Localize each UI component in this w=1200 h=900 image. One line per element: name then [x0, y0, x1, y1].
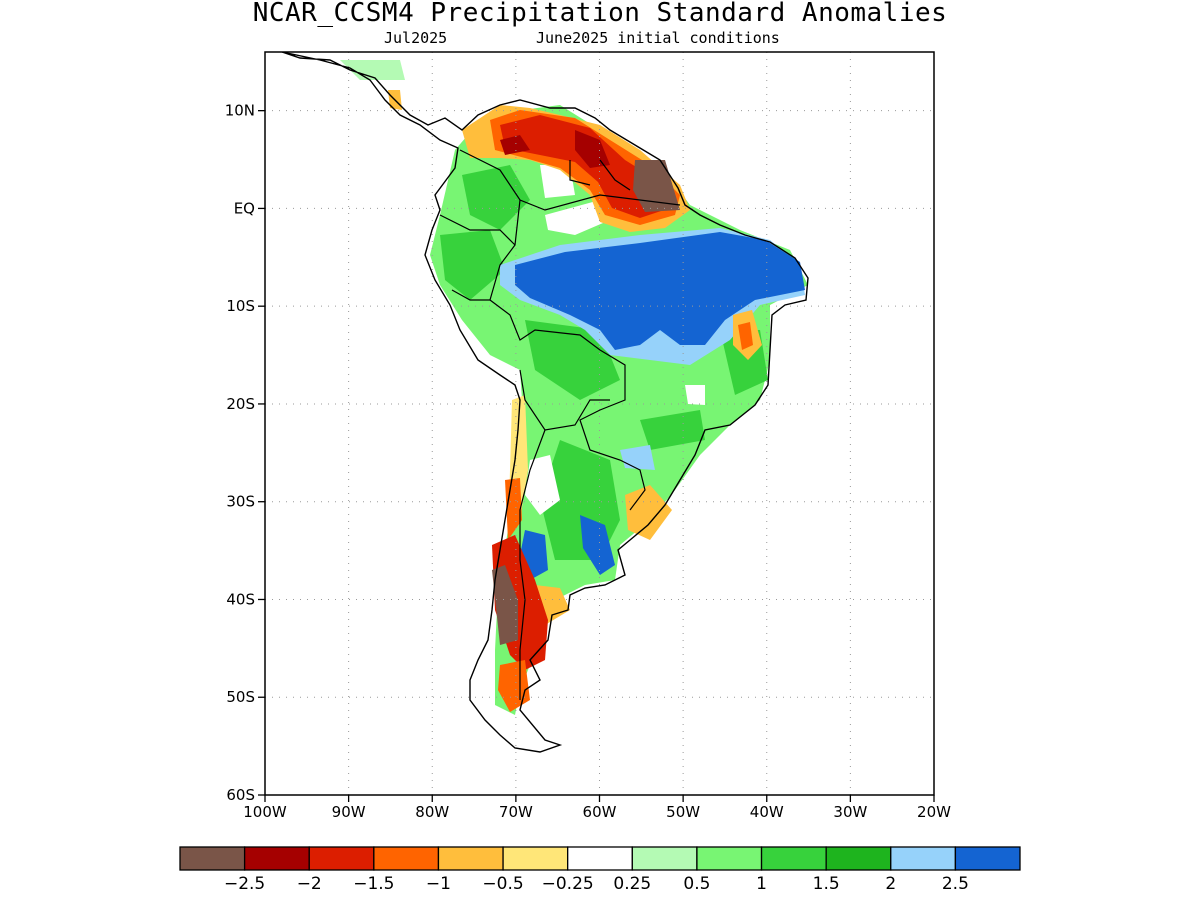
lon-tick-label: 100W [243, 803, 287, 821]
lon-tick-label: 40W [750, 803, 784, 821]
colorbar-label: 0.25 [613, 874, 651, 894]
lat-tick-label: 40S [226, 590, 255, 608]
anomaly-region-2.5 [515, 232, 805, 350]
colorbar-swatch [179, 846, 246, 871]
colorbar-label: −0.5 [482, 874, 523, 894]
lon-tick-label: 60W [583, 803, 617, 821]
colorbar-swatch [760, 846, 827, 871]
colorbar-label: −1 [426, 874, 451, 894]
colorbar-label: −0.25 [542, 874, 594, 894]
map-title: NCAR_CCSM4 Precipitation Standard Anomal… [252, 0, 948, 28]
lon-tick-label: 50W [666, 803, 700, 821]
colorbar-label: 1 [756, 874, 767, 894]
coastline [281, 52, 809, 753]
anomaly-region-1.5 [440, 230, 505, 300]
colorbar-swatch [373, 846, 440, 871]
lon-tick-label: 20W [917, 803, 951, 821]
colorbar-label: 2 [885, 874, 896, 894]
initial-conditions-subtitle: June2025 initial conditions [536, 29, 780, 47]
colorbar-label: 2.5 [942, 874, 969, 894]
colorbar-swatch [631, 846, 698, 871]
anomaly-region--2 [575, 130, 610, 168]
anomaly-region--1.5 [500, 115, 670, 218]
colorbar-swatch [696, 846, 763, 871]
colorbar-swatch [437, 846, 504, 871]
lat-tick-label: 50S [226, 688, 255, 706]
lat-lon-grid [265, 52, 934, 795]
anomaly-region-neutral [525, 455, 560, 515]
anomaly-region-1.5 [640, 410, 705, 450]
colorbar-label: −2.5 [224, 874, 265, 894]
lon-tick-label: 30W [833, 803, 867, 821]
lon-tick-label: 80W [415, 803, 449, 821]
anomaly-region-1.5 [462, 165, 530, 230]
country-borders [439, 149, 681, 700]
lat-tick-label: 60S [226, 786, 255, 804]
lon-tick-label: 70W [499, 803, 533, 821]
colorbar-swatch [502, 846, 569, 871]
colorbar: −2.5 −2 −1.5 −1 −0.5 −0.25 0.25 0.5 1 1.5 2 2.5 [179, 846, 1021, 894]
anomaly-region--2 [500, 135, 530, 155]
lat-tick-label: 10S [226, 297, 255, 315]
colorbar-swatch [825, 846, 892, 871]
anomaly-region--1 [738, 322, 753, 350]
colorbar-swatch [890, 846, 957, 871]
colorbar-label: 1.5 [813, 874, 840, 894]
colorbar-swatch [243, 846, 310, 871]
colorbar-label: −1.5 [353, 874, 394, 894]
anomaly-region-neutral [545, 200, 610, 235]
valid-month-subtitle: Jul2025 [384, 29, 448, 47]
colorbar-swatch [567, 846, 633, 871]
colorbar-swatch [954, 846, 1021, 871]
anomaly-region-neutral [685, 385, 705, 405]
anomaly-region--1 [498, 660, 530, 712]
anomaly-field [340, 60, 808, 715]
lat-tick-label: 10N [225, 102, 255, 120]
lon-tick-label: 90W [332, 803, 366, 821]
anomaly-region-2.5 [580, 515, 615, 575]
lat-tick-label: 30S [226, 493, 255, 511]
anomaly-region-0.5 [340, 60, 405, 80]
colorbar-swatch [308, 846, 375, 871]
lat-tick-label: 20S [226, 395, 255, 413]
anomaly-region--2.5 [492, 565, 518, 645]
colorbar-label: 0.5 [683, 874, 710, 894]
lat-tick-label: EQ [234, 199, 255, 217]
anomaly-region--0.5 [625, 485, 672, 540]
colorbar-label: −2 [297, 874, 322, 894]
